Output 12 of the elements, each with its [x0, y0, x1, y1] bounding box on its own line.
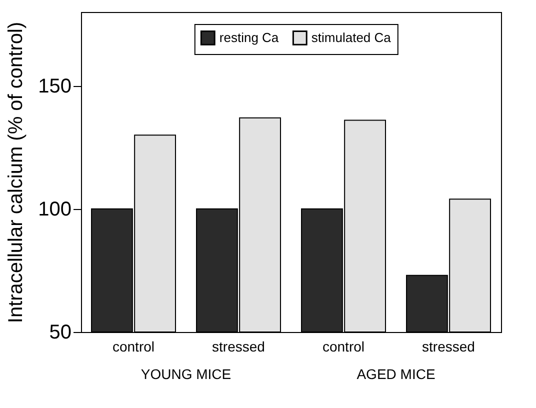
x-tick-label: stressed	[422, 338, 475, 354]
y-tick-label: 150	[38, 75, 72, 98]
text: AGED MICE	[356, 366, 436, 382]
y-tick-label: 50	[49, 322, 72, 344]
legend-label: resting Ca	[219, 30, 280, 45]
x-tick-label: control	[112, 338, 155, 354]
y-tick-label: 100	[38, 198, 72, 220]
x-tick-label: stressed	[212, 338, 265, 354]
legend-label: stimulated Ca	[311, 30, 392, 45]
x-tick-label: control	[322, 338, 365, 354]
text: YOUNG MICE	[140, 366, 232, 382]
y-axis-title: Intracellular calcium (% of control)	[5, 22, 28, 324]
